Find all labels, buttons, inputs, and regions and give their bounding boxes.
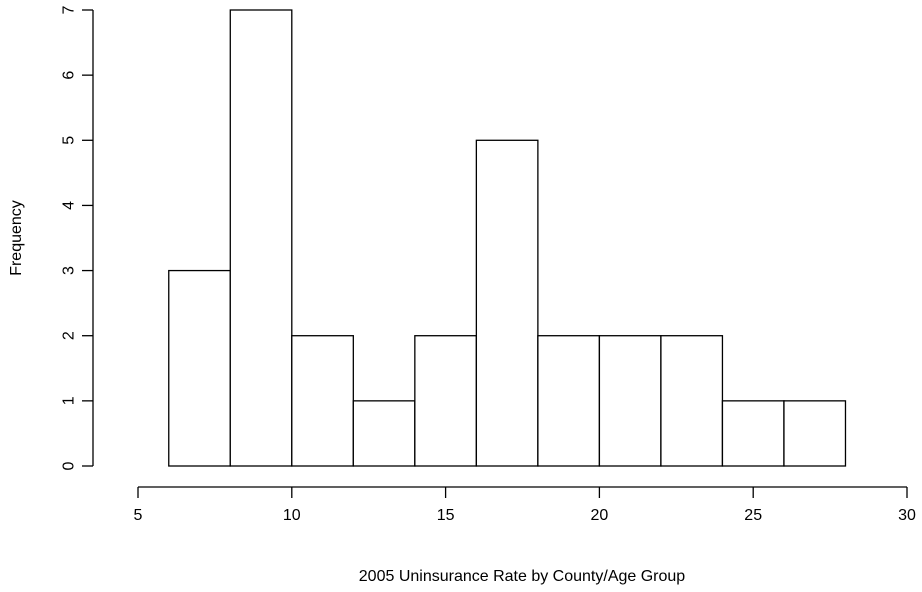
y-tick-label: 7 bbox=[61, 5, 78, 14]
x-tick-label: 20 bbox=[591, 507, 609, 524]
histogram-bar bbox=[721, 400, 785, 467]
x-tick-label: 30 bbox=[898, 507, 916, 524]
y-tick-label: 0 bbox=[61, 461, 78, 470]
x-tick-label: 25 bbox=[744, 507, 762, 524]
histogram-bar bbox=[598, 335, 662, 467]
histogram-bar bbox=[414, 335, 478, 467]
histogram-bar bbox=[475, 139, 539, 467]
histogram-bar bbox=[291, 335, 354, 467]
y-tick-label: 3 bbox=[61, 266, 78, 275]
y-tick-label: 5 bbox=[61, 136, 78, 145]
y-tick-label: 4 bbox=[61, 201, 78, 210]
x-axis: 5 10 15 20 25 30 bbox=[134, 486, 916, 524]
bars-group bbox=[168, 9, 847, 467]
y-tick-label: 1 bbox=[61, 396, 78, 405]
histogram-bar bbox=[229, 9, 293, 467]
histogram-bar bbox=[660, 335, 724, 467]
histogram-bar bbox=[352, 400, 416, 467]
y-tick-label: 2 bbox=[61, 331, 78, 340]
histogram-bar bbox=[537, 335, 601, 467]
x-axis-label: 2005 Uninsurance Rate by County/Age Grou… bbox=[359, 568, 686, 585]
y-axis: 0 1 2 3 4 5 6 7 bbox=[61, 5, 94, 470]
y-axis-label: Frequency bbox=[8, 200, 25, 276]
x-tick-label: 10 bbox=[283, 507, 301, 524]
histogram-bar bbox=[783, 400, 847, 467]
x-tick-label: 15 bbox=[437, 507, 455, 524]
histogram-bar bbox=[168, 269, 231, 467]
x-tick-label: 5 bbox=[134, 507, 143, 524]
y-tick-label: 6 bbox=[61, 71, 78, 80]
